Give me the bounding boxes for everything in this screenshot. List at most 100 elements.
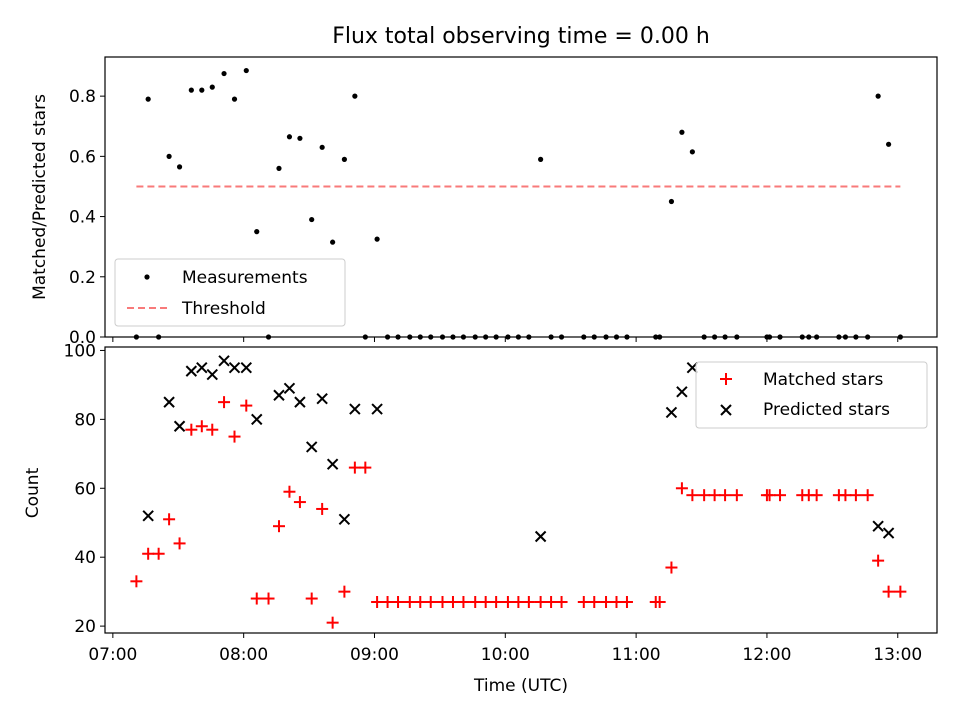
matched-star-point — [675, 482, 688, 495]
measurement-point — [254, 229, 260, 235]
measurement-point — [806, 334, 812, 340]
measurement-point — [341, 156, 347, 162]
measurement-point — [156, 334, 162, 340]
measurement-point — [176, 164, 183, 170]
measurement-point — [265, 334, 272, 340]
measurement-point — [679, 129, 685, 135]
matched-star-point — [490, 595, 503, 608]
measurement-point — [319, 144, 325, 150]
matched-star-point — [283, 485, 296, 498]
matched-star-point — [545, 595, 558, 608]
matched-star-point — [272, 520, 285, 533]
measurement-point — [145, 96, 151, 102]
measurement-point — [297, 135, 303, 141]
predicted-star-point — [294, 396, 306, 408]
matched-star-point — [588, 595, 601, 608]
measurement-point — [591, 334, 597, 340]
bottom-legend: Matched stars Predicted stars — [695, 361, 928, 429]
matched-star-point — [371, 595, 384, 608]
measurement-point — [581, 334, 587, 340]
measurement-point — [653, 334, 659, 340]
matched-star-point — [446, 595, 459, 608]
measurement-point — [799, 334, 805, 340]
matched-star-point — [620, 595, 633, 608]
measurement-point — [330, 239, 336, 245]
matched-star-point — [262, 592, 275, 605]
bottom-y-tick-label: 20 — [74, 617, 96, 637]
measurement-point — [875, 93, 881, 99]
x-tick-label: 11:00 — [612, 645, 661, 665]
matched-star-point — [861, 489, 874, 502]
top-y-tick-label: 0.4 — [69, 208, 96, 228]
legend-measurements-marker — [144, 274, 150, 280]
top-y-tick-label: 0.8 — [69, 87, 96, 107]
bottom-y-tick-label: 80 — [74, 410, 96, 430]
matched-star-point — [469, 595, 482, 608]
legend-predicted-label: Predicted stars — [763, 400, 890, 420]
measurement-point — [309, 216, 315, 223]
matched-star-point — [338, 585, 351, 598]
measurement-point — [483, 334, 489, 340]
measurement-point — [603, 334, 609, 340]
matched-star-point — [512, 595, 525, 608]
measurement-point — [885, 141, 892, 147]
legend-matched-label: Matched stars — [763, 370, 883, 390]
predicted-star-point — [676, 386, 688, 398]
matched-star-point — [130, 575, 143, 588]
measurement-point — [209, 84, 215, 90]
bottom-y-tick-label: 60 — [74, 479, 96, 499]
legend-measurements-label: Measurements — [182, 268, 308, 288]
measurement-point — [133, 334, 139, 340]
matched-star-point — [479, 595, 492, 608]
measurement-point — [853, 334, 859, 340]
predicted-star-point — [371, 403, 383, 415]
bottom-y-ticks: 20 40 60 80 100 — [64, 341, 105, 637]
matched-star-point — [686, 489, 699, 502]
matched-star-point — [424, 595, 437, 608]
matched-star-point — [436, 595, 449, 608]
matched-star-point — [142, 547, 155, 560]
matched-star-point — [293, 496, 306, 509]
matched-star-point — [555, 595, 568, 608]
measurement-point — [199, 87, 205, 93]
measurement-point — [668, 198, 675, 205]
measurement-point — [836, 334, 842, 340]
matched-star-point — [206, 423, 219, 436]
measurement-point — [613, 334, 620, 340]
x-tick-label: 08:00 — [219, 645, 268, 665]
matched-star-point — [305, 592, 318, 605]
predicted-star-point — [316, 392, 328, 405]
matched-star-point — [457, 595, 470, 608]
measurement-point — [395, 334, 401, 340]
top-y-tick-label: 0.6 — [69, 147, 96, 167]
bottom-y-tick-label: 40 — [74, 548, 96, 568]
predicted-star-point — [142, 510, 154, 522]
legend-matched-marker — [720, 373, 732, 385]
measurement-point — [624, 334, 630, 340]
x-tick-label: 09:00 — [350, 645, 399, 665]
predicted-star-point — [218, 355, 230, 367]
matched-star-point — [894, 585, 907, 598]
matched-star-point — [185, 423, 198, 436]
matched-star-point — [173, 537, 186, 550]
matched-star-point — [708, 489, 721, 502]
top-panel: 0.00.20.40.60.8 Matched/Predicted stars … — [30, 56, 938, 348]
bottom-data — [130, 355, 907, 629]
measurement-point — [701, 334, 707, 340]
predicted-star-point — [349, 403, 361, 415]
matched-star-point — [774, 489, 787, 502]
matched-star-point — [359, 461, 372, 474]
top-y-tick-label: 0.0 — [69, 328, 96, 348]
bottom-x-ticks: 07:00 08:00 09:00 10:00 11:00 12:00 13:00 — [88, 633, 922, 665]
measurement-point — [515, 334, 521, 340]
predicted-star-point — [534, 530, 547, 543]
matched-star-point — [240, 399, 253, 412]
matched-star-point — [316, 502, 329, 515]
measurement-point — [352, 93, 358, 99]
measurement-point — [243, 67, 249, 74]
predicted-star-point — [338, 513, 351, 525]
top-y-tick-label: 0.2 — [69, 268, 96, 288]
matched-star-point — [392, 595, 405, 608]
matched-star-point — [501, 595, 514, 608]
predicted-star-point — [305, 441, 318, 453]
